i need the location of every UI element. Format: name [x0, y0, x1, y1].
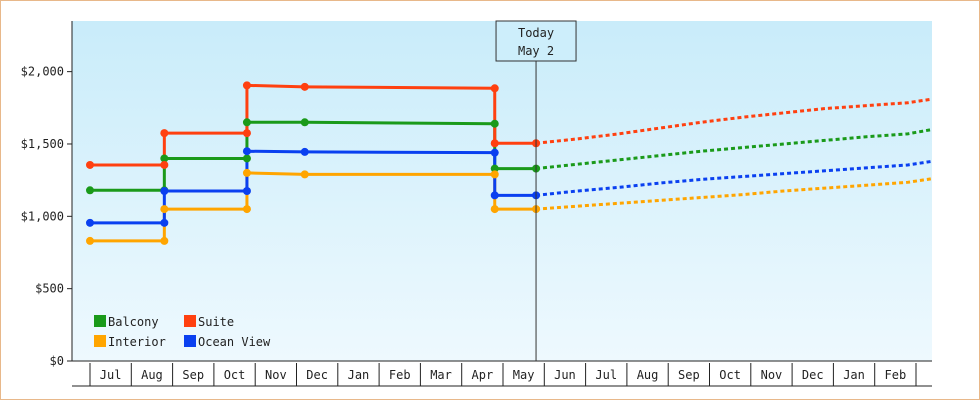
today-box: [495, 20, 577, 62]
legend-swatch: [184, 315, 196, 327]
data-point: [242, 187, 251, 195]
legend-label: Ocean View: [198, 335, 271, 349]
data-point: [490, 191, 499, 200]
month-label: Aug: [141, 368, 163, 382]
data-point: [86, 186, 94, 195]
data-point: [300, 118, 309, 127]
data-point: [300, 82, 309, 91]
month-label: Sep: [678, 368, 700, 382]
data-point: [490, 148, 499, 157]
legend-swatch: [94, 335, 106, 347]
month-label: Oct: [224, 368, 246, 382]
month-label: Mar: [430, 368, 452, 382]
month-label: Jan: [843, 368, 865, 382]
data-point: [242, 81, 251, 90]
month-label: Oct: [719, 368, 741, 382]
data-point: [160, 218, 169, 227]
month-label: Nov: [265, 368, 287, 382]
data-point: [160, 129, 169, 138]
month-label: Jun: [554, 368, 576, 382]
data-point: [490, 84, 499, 93]
data-point: [490, 139, 499, 148]
month-label: Sep: [182, 368, 204, 382]
month-label: Dec: [802, 368, 824, 382]
month-label: Jul: [595, 368, 617, 382]
data-point: [242, 147, 251, 156]
data-point: [86, 218, 94, 227]
data-point: [160, 187, 169, 195]
y-tick-label: $2,000: [21, 65, 64, 79]
series-forecast-line: [535, 177, 933, 211]
data-point: [300, 147, 309, 156]
series-markers: [86, 81, 541, 245]
month-label: May: [513, 368, 535, 382]
axes: $0 $500 $1,000 $1,500 $2,000 Jul Aug Sep Oct Nov D…: [21, 21, 932, 387]
month-label: Aug: [637, 368, 659, 382]
today-marker: Today May 2: [495, 20, 577, 361]
today-label: Today: [518, 26, 554, 40]
data-point: [242, 154, 251, 163]
data-point: [242, 129, 251, 138]
series-forecast-line: [535, 128, 933, 171]
series-forecast-line: [535, 159, 933, 197]
series-forecast-line: [535, 97, 933, 145]
y-tick-label: $1,000: [21, 209, 64, 223]
data-point: [242, 118, 251, 127]
data-point: [86, 160, 94, 169]
month-label: Jan: [348, 368, 370, 382]
today-date: May 2: [518, 44, 554, 58]
legend-label: Balcony: [108, 315, 159, 329]
data-point: [160, 154, 169, 163]
data-point: [160, 236, 169, 245]
month-label: Feb: [885, 368, 907, 382]
legend-swatch: [94, 315, 106, 327]
month-label: Feb: [389, 368, 411, 382]
data-point: [160, 160, 169, 169]
legend-label: Interior: [108, 335, 166, 349]
y-tick-label: $1,500: [21, 137, 64, 151]
data-point: [490, 164, 499, 173]
month-label: Nov: [761, 368, 783, 382]
legend-label: Suite: [198, 315, 234, 329]
legend-swatch: [184, 335, 196, 347]
y-tick-label: $0: [50, 354, 64, 368]
data-point: [490, 119, 499, 128]
data-point: [490, 205, 499, 214]
legend: Balcony Suite Interior Ocean View: [94, 315, 271, 349]
data-point: [242, 168, 251, 177]
data-point: [242, 205, 251, 214]
data-point: [490, 170, 499, 179]
month-label: Dec: [306, 368, 328, 382]
data-point: [300, 170, 309, 179]
data-point: [160, 205, 169, 214]
y-tick-label: $500: [35, 282, 64, 296]
month-label: Jul: [100, 368, 122, 382]
month-label: Apr: [472, 368, 494, 382]
data-point: [86, 236, 94, 245]
